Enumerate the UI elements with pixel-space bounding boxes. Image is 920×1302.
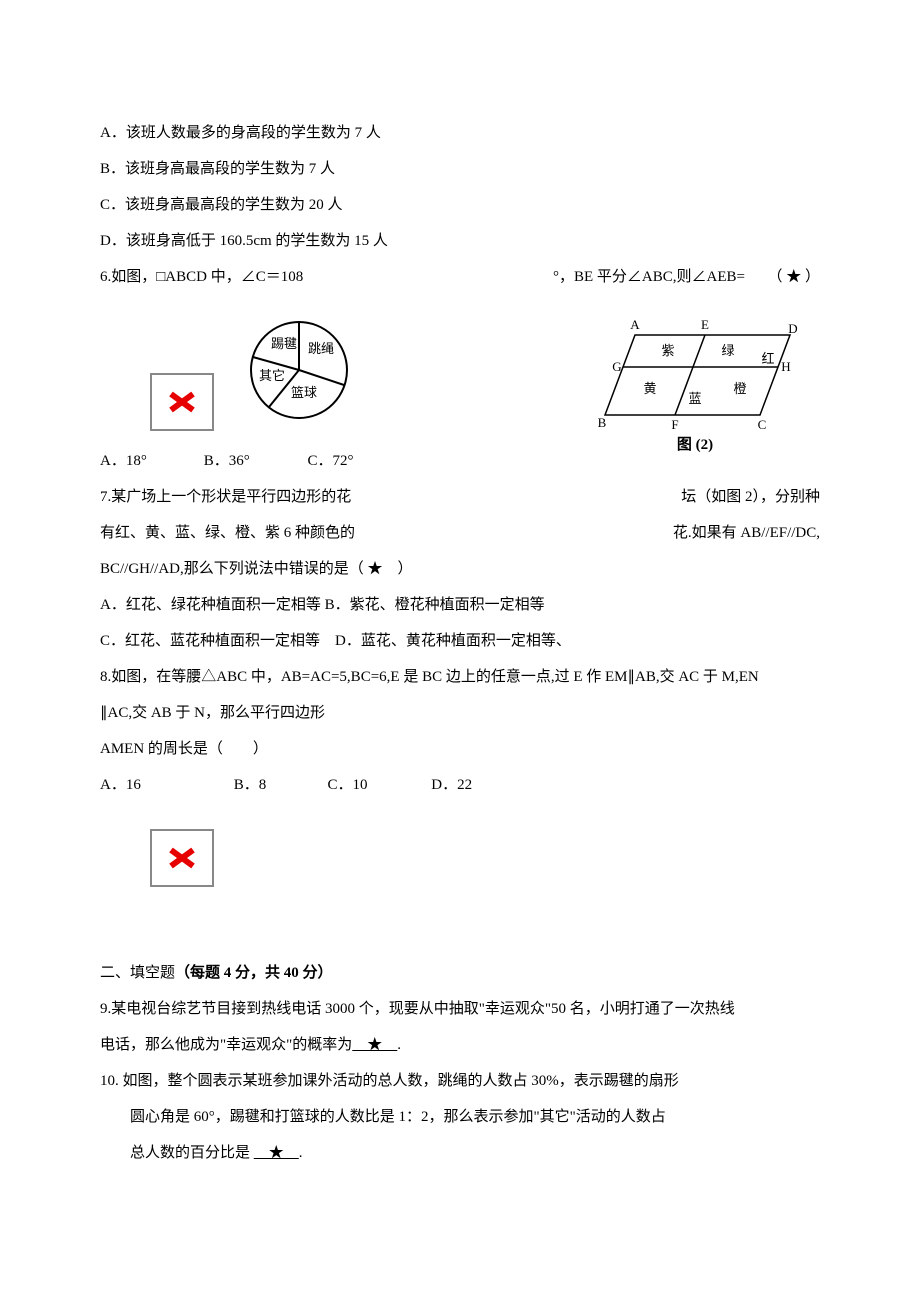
q6-stem-row: 6.如图，□ABCD 中，∠C＝108 °，BE 平分∠ABC,则∠AEB= （… [100,259,820,295]
q6-opt-b: B．36° [204,443,304,479]
q10-line2: 圆心角是 60°，踢毽和打篮球的人数比是 1：2，那么表示参加"其它"活动的人数… [100,1099,820,1135]
q7-line1b: 坛（如图 2），分别种 [681,479,820,515]
q8-line3: AMEN 的周长是（ ） [100,731,820,767]
q8-line1: 8.如图，在等腰△ABC 中，AB=AC=5,BC=6,E 是 BC 边上的任意… [100,659,820,695]
q9-blank: ★ [352,1037,397,1053]
q6-opt-c: C．72° [308,443,408,479]
q7-line3: BC//GH//AD,那么下列说法中错误的是（ ★ ） [100,551,820,587]
q7-opt-ab: A．红花、绿花种植面积一定相等 B．紫花、橙花种植面积一定相等 [100,587,820,623]
q6-stem-left: 6.如图，□ABCD 中，∠C＝108 [100,259,303,295]
svg-text:E: E [701,317,709,332]
svg-text:紫: 紫 [661,343,674,358]
svg-text:黄: 黄 [643,381,656,396]
svg-text:A: A [630,317,640,332]
svg-text:橙: 橙 [733,381,746,396]
q5-opt-d: D．该班身高低于 160.5cm 的学生数为 15 人 [100,223,820,259]
svg-text:D: D [788,321,797,336]
broken-image-icon-1 [150,373,214,431]
q7-line2b: 花.如果有 AB//EF//DC, [673,515,820,551]
q8-opt-b: B．8 [234,767,324,803]
q8-options: A．16 B．8 C．10 D．22 [100,767,820,803]
parallelogram-figure: A E D G H B F C 紫 绿 红 黄 蓝 橙 图 (2) [590,315,810,469]
pie-chart: 踢毽 跳绳 其它 篮球 [244,315,354,439]
q9-line2: 电话，那么他成为"幸运观众"的概率为 ★ . [100,1027,820,1063]
q7-line2a: 有红、黄、蓝、绿、橙、紫 6 种颜色的 [100,515,355,551]
svg-text:篮球: 篮球 [291,385,317,400]
svg-text:图 (2): 图 (2) [677,436,713,453]
section-2-prefix: 二、填空题 [100,965,175,981]
svg-text:踢毽: 踢毽 [271,336,297,351]
q8-line2: ∥AC,交 AB 于 N，那么平行四边形 [100,695,820,731]
q8-opt-c: C．10 [328,767,428,803]
q7-line1a: 7.某广场上一个形状是平行四边形的花 [100,479,351,515]
q10-line3: 总人数的百分比是 ★ . [100,1135,820,1171]
svg-text:H: H [781,359,790,374]
q9-line2b: . [397,1037,401,1053]
svg-text:C: C [758,417,767,432]
svg-text:绿: 绿 [721,343,734,358]
svg-text:G: G [612,359,621,374]
q9-line2a: 电话，那么他成为"幸运观众"的概率为 [100,1037,352,1053]
q10-line1: 10. 如图，整个圆表示某班参加课外活动的总人数，跳绳的人数占 30%，表示踢毽… [100,1063,820,1099]
q5-opt-a: A．该班人数最多的身高段的学生数为 7 人 [100,115,820,151]
section-2-bold: （每题 4 分，共 40 分） [175,965,333,981]
svg-text:其它: 其它 [259,368,285,383]
svg-text:红: 红 [761,351,774,366]
q10-blank: ★ [254,1145,299,1161]
q8-opt-a: A．16 [100,767,230,803]
figure-row: A E D G H B F C 紫 绿 红 黄 蓝 橙 图 (2) [100,315,820,659]
svg-text:蓝: 蓝 [688,391,701,406]
q9-line1: 9.某电视台综艺节目接到热线电话 3000 个，现要从中抽取"幸运观众"50 名… [100,991,820,1027]
q10-line3a: 总人数的百分比是 [130,1145,254,1161]
q8-opt-d: D．22 [431,767,511,803]
svg-text:B: B [598,415,607,430]
q6-opt-a: A．18° [100,443,200,479]
svg-text:F: F [671,417,678,432]
section-2-title: 二、填空题（每题 4 分，共 40 分） [100,955,820,991]
q7-opt-cd: C．红花、蓝花种植面积一定相等 D．蓝花、黄花种植面积一定相等、 [100,623,820,659]
q5-opt-b: B．该班身高最高段的学生数为 7 人 [100,151,820,187]
q7-block: 7.某广场上一个形状是平行四边形的花 坛（如图 2），分别种 有红、黄、蓝、绿、… [100,479,820,551]
q10-line3b: . [299,1145,303,1161]
q5-opt-c: C．该班身高最高段的学生数为 20 人 [100,187,820,223]
broken-image-icon-2 [150,829,214,887]
q6-stem-right: °，BE 平分∠ABC,则∠AEB= （ ★ ） [553,259,820,295]
svg-text:跳绳: 跳绳 [308,341,334,356]
